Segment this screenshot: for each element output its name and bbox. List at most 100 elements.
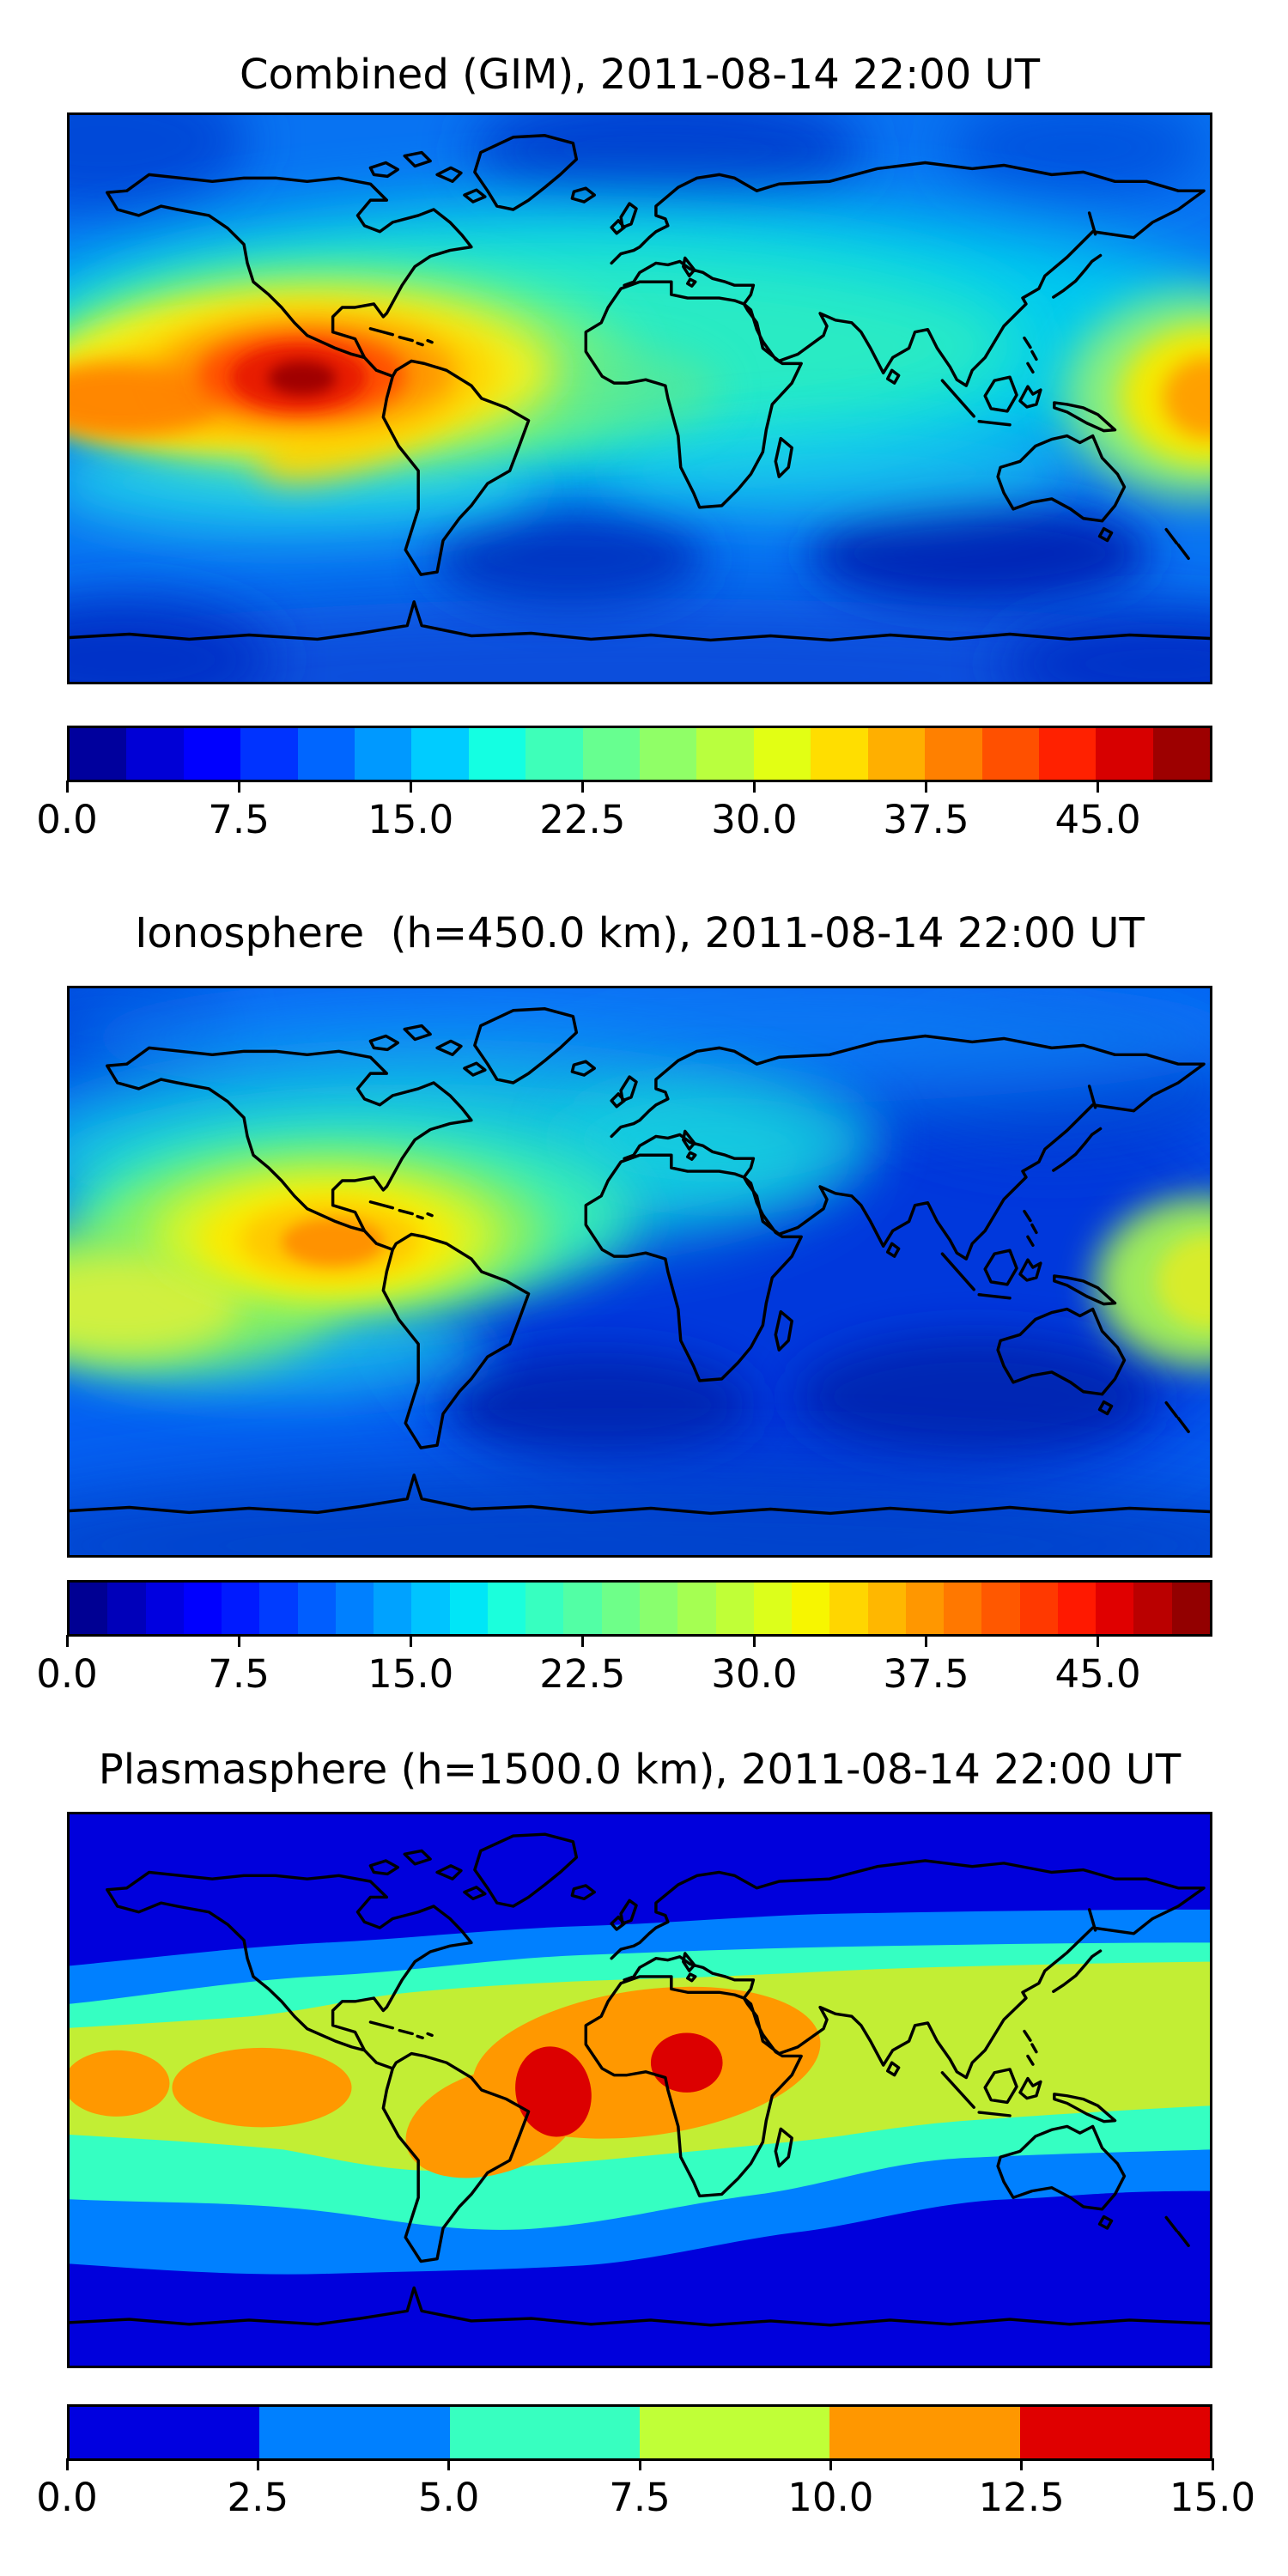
colorbar-tick-label: 22.5 (539, 1651, 626, 1697)
colorbar-ionosphere (67, 1580, 1212, 1637)
panel-title-plasmasphere: Plasmasphere (h=1500.0 km), 2011-08-14 2… (98, 1746, 1182, 1794)
colorbar-tick-mark (447, 2458, 451, 2470)
colorbar-segment (925, 728, 982, 780)
colorbar-plasmasphere (67, 2404, 1212, 2461)
colorbar-segment (753, 728, 811, 780)
colorbar-segment (981, 728, 1039, 780)
colorbar-ticks-ionosphere (65, 1635, 1212, 1647)
colorbar-segment (563, 1583, 602, 1634)
colorbar-tick-mark (409, 781, 412, 793)
colorbar-segment (411, 1583, 450, 1634)
colorbar-tick-mark (65, 1635, 69, 1647)
colorbar-segment (355, 728, 412, 780)
colorbar-segment (639, 1583, 678, 1634)
colorbar-tick-label: 45.0 (1054, 797, 1141, 842)
colorbar-segment (677, 1583, 716, 1634)
colorbar-segment (1038, 728, 1097, 780)
colorbar-tick-label: 0.0 (36, 797, 98, 842)
colorbar-segment (259, 2407, 450, 2458)
colorbar-tick-mark (580, 1635, 584, 1647)
colorbar-segment (70, 2407, 260, 2458)
panel-title-combined: Combined (GIM), 2011-08-14 22:00 UT (239, 51, 1041, 99)
contour-map-combined (70, 115, 1210, 682)
colorbar-tick-mark (752, 781, 756, 793)
colorbar-tick-label: 7.5 (208, 1651, 270, 1697)
colorbar-ticks-combined (65, 781, 1212, 793)
colorbar-segment (1096, 728, 1153, 780)
colorbar-segment (1171, 1583, 1210, 1634)
colorbar-segment (792, 1583, 830, 1634)
colorbar-segment (526, 728, 583, 780)
colorbar-tick-mark (1097, 1635, 1100, 1647)
contour-map-ionosphere (70, 988, 1210, 1555)
colorbar-segment (639, 2407, 830, 2458)
colorbar-tick-label: 45.0 (1054, 1651, 1141, 1697)
colorbar-segment (696, 728, 754, 780)
contour-field-combined (70, 115, 1210, 682)
colorbar-tick-label: 2.5 (227, 2475, 289, 2520)
colorbar-segment (468, 728, 526, 780)
colorbar-segment (183, 1583, 222, 1634)
colorbar-tick-mark (580, 781, 584, 793)
colorbar-segment (335, 1583, 374, 1634)
colorbar-segment (829, 2407, 1020, 2458)
colorbar-segment (867, 728, 926, 780)
colorbar-tick-label: 7.5 (208, 797, 270, 842)
colorbar-tick-label: 15.0 (368, 1651, 454, 1697)
colorbar-segment (867, 1583, 906, 1634)
colorbar-segment (1152, 728, 1211, 780)
colorbar-tick-mark (829, 2458, 832, 2470)
colorbar-tick-label: 10.0 (787, 2475, 874, 2520)
colorbar-segment (145, 1583, 184, 1634)
colorbar-segment (449, 2407, 640, 2458)
contour-field-ionosphere (70, 988, 1210, 1555)
colorbar-tick-label: 37.5 (883, 1651, 969, 1697)
colorbar-tick-label: 15.0 (368, 797, 454, 842)
colorbar-labels-plasmasphere: 0.0 2.5 5.0 7.5 10.0 12.5 15.0 (36, 2475, 1255, 2523)
colorbar-segment (811, 728, 868, 780)
colorbar-tick-mark (65, 2458, 69, 2470)
colorbar-segment (449, 1583, 488, 1634)
colorbar-segment (715, 1583, 754, 1634)
colorbar-tick-label: 15.0 (1169, 2475, 1256, 2520)
map-plasmasphere (67, 1812, 1212, 2368)
colorbar-tick-label: 5.0 (417, 2475, 480, 2520)
colorbar-segment (297, 1583, 336, 1634)
colorbar-segment (411, 728, 469, 780)
colorbar-segment (107, 1583, 146, 1634)
colorbar-tick-label: 12.5 (978, 2475, 1065, 2520)
colorbar-segment (297, 728, 355, 780)
colorbar-segment (259, 1583, 298, 1634)
colorbar-labels-combined: 0.0 7.5 15.0 22.5 30.0 37.5 45.0 (36, 797, 1212, 845)
colorbar-segment (1096, 1583, 1134, 1634)
colorbar-tick-label: 7.5 (609, 2475, 671, 2520)
colorbar-segment (240, 728, 298, 780)
colorbar-segment (526, 1583, 564, 1634)
colorbar-tick-mark (1097, 781, 1100, 793)
colorbar-labels-ionosphere: 0.0 7.5 15.0 22.5 30.0 37.5 45.0 (36, 1651, 1212, 1699)
colorbar-segment (374, 1583, 412, 1634)
colorbar-tick-mark (256, 2458, 259, 2470)
colorbar-segment (905, 1583, 945, 1634)
colorbar-ticks-plasmasphere (65, 2458, 1214, 2470)
colorbar-segment (126, 728, 184, 780)
colorbar-tick-mark (237, 781, 240, 793)
colorbar-segment (640, 728, 697, 780)
colorbar-tick-mark (237, 1635, 240, 1647)
colorbar-tick-label: 30.0 (711, 797, 798, 842)
colorbar-segment (1133, 1583, 1172, 1634)
colorbar-segment (1057, 1583, 1097, 1634)
colorbar-tick-mark (752, 1635, 756, 1647)
colorbar-segment (1019, 1583, 1058, 1634)
colorbar-segment (753, 1583, 793, 1634)
colorbar-segment (487, 1583, 526, 1634)
colorbar-tick-label: 30.0 (711, 1651, 798, 1697)
colorbar-tick-mark (925, 1635, 927, 1647)
colorbar-tick-label: 0.0 (36, 2475, 98, 2520)
colorbar-segment (582, 728, 641, 780)
map-combined-gim (67, 112, 1212, 684)
colorbar-segment (601, 1583, 640, 1634)
panel-title-ionosphere: Ionosphere (h=450.0 km), 2011-08-14 22:0… (135, 909, 1145, 957)
colorbar-tick-mark (1211, 2458, 1214, 2470)
colorbar-tick-mark (409, 1635, 412, 1647)
